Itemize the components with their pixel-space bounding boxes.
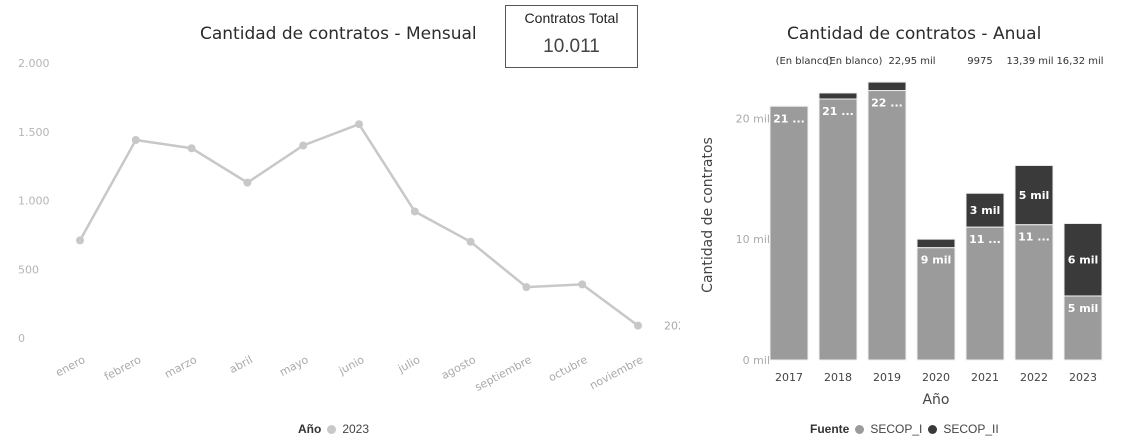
y-tick-label: 1.500	[18, 126, 50, 139]
data-point	[634, 321, 642, 330]
bar-secop-i	[818, 98, 858, 361]
legend-title: Año	[298, 422, 322, 436]
bar-data-label: 9 mil	[921, 254, 952, 267]
legend-dot-icon	[928, 424, 938, 434]
legend-item-secop-i[interactable]: SECOP_I	[870, 422, 923, 436]
bar-secop-i	[867, 90, 907, 361]
annual-chart-panel: Cantidad de contratos - Anual 0 mil 10 mi…	[680, 0, 1139, 448]
data-point	[131, 136, 140, 144]
x-tick-label: octubre	[546, 353, 589, 384]
bar-secop-i	[1014, 224, 1054, 361]
y-tick-label: 10 mil	[736, 233, 770, 246]
bar-secop-ii	[1014, 164, 1054, 226]
bar-data-label: 21 ...	[822, 105, 854, 118]
series-end-label: 2023	[664, 320, 680, 333]
annual-legend: Fuente SECOP_I SECOP_II	[810, 422, 999, 436]
bar-data-label: 22 ...	[871, 97, 903, 110]
bar-secop-ii	[818, 92, 858, 100]
bar-data-label: 5 mil	[1068, 302, 1099, 315]
data-point	[76, 236, 84, 245]
bar-secop-ii	[965, 192, 1005, 228]
x-tick-label: 2020	[922, 371, 950, 384]
x-tick-label: noviembre	[587, 353, 645, 392]
x-axis-label: Año	[922, 392, 949, 408]
x-tick-label: septiembre	[473, 353, 534, 394]
bar-secop-i	[769, 105, 809, 361]
data-point	[578, 280, 587, 289]
series-line-2023	[78, 122, 639, 327]
bar-secop-i	[1063, 295, 1103, 361]
bar-data-label: 11 ...	[969, 233, 1001, 246]
bar-secop-i	[916, 247, 956, 361]
x-tick-label: agosto	[439, 353, 478, 382]
bar-secop-ii	[867, 81, 907, 92]
y-tick-label: 2.000	[18, 57, 50, 70]
x-tick-label: julio	[395, 353, 422, 376]
bar-secop-ii	[916, 238, 956, 249]
data-point	[243, 178, 252, 187]
y-tick-label: 500	[18, 263, 39, 276]
total-label: (En blanco)	[826, 56, 883, 67]
x-tick-label: 2023	[1069, 371, 1097, 384]
total-label: (En blanco)	[776, 56, 833, 67]
bar-data-label: 5 mil	[1019, 189, 1050, 202]
bar-data-label: 21 ...	[773, 112, 805, 125]
x-tick-label: enero	[53, 353, 87, 379]
x-tick-label: mayo	[277, 353, 310, 379]
data-point	[466, 237, 475, 246]
total-label: 22,95 mil	[888, 56, 935, 67]
x-tick-label: marzo	[162, 353, 199, 381]
monthly-chart-panel: Cantidad de contratos - Mensual 0 500 1.00…	[18, 5, 680, 436]
contracts-total-card: Contratos Total 10.011	[505, 5, 638, 68]
monthly-legend: Año 2023	[298, 422, 369, 436]
x-tick-label: 2022	[1020, 371, 1048, 384]
bar-data-label: 11 ...	[1018, 231, 1050, 244]
x-tick-label: junio	[336, 353, 367, 378]
y-axis-label: Cantidad de contratos	[700, 137, 716, 293]
x-tick-label: 2019	[873, 371, 901, 384]
x-tick-label: 2018	[824, 371, 852, 384]
y-tick-label: 1.000	[18, 195, 50, 208]
data-point	[299, 141, 308, 150]
y-tick-label: 0	[18, 332, 25, 345]
total-label: 9975	[967, 56, 992, 67]
legend-item-secop-ii[interactable]: SECOP_II	[943, 422, 999, 436]
annual-bar-chart: 0 mil 10 mil 20 mil Cantidad de contratos 21…	[700, 56, 1104, 408]
card-value: 10.011	[543, 36, 600, 57]
data-point	[410, 207, 419, 216]
total-label: 13,39 mil	[1006, 56, 1053, 67]
annual-chart-title: Cantidad de contratos - Anual	[787, 24, 1042, 44]
y-tick-label: 20 mil	[736, 112, 770, 125]
legend-dot-icon	[855, 424, 865, 434]
card-title: Contratos Total	[524, 10, 619, 26]
x-tick-label: 2021	[971, 371, 999, 384]
monthly-chart-title: Cantidad de contratos - Mensual	[200, 24, 477, 44]
bar-data-label: 6 mil	[1068, 254, 1099, 267]
total-label: 16,32 mil	[1056, 56, 1103, 67]
x-tick-label: febrero	[102, 353, 143, 383]
legend-item-2023[interactable]: 2023	[342, 422, 370, 436]
y-tick-label: 0 mil	[743, 354, 770, 367]
monthly-line-chart: 0 500 1.000 1.500 2.000 enero febrero marzo abri…	[18, 57, 680, 394]
x-tick-label: abril	[227, 353, 255, 376]
bar-secop-ii	[1063, 222, 1103, 297]
bar-secop-i	[965, 226, 1005, 361]
data-point	[522, 283, 531, 292]
legend-dot-icon	[327, 424, 337, 434]
bar-data-label: 3 mil	[970, 204, 1001, 217]
legend-title: Fuente	[810, 422, 850, 436]
data-point	[355, 120, 363, 129]
data-point	[187, 144, 196, 153]
x-tick-label: 2017	[775, 371, 803, 384]
